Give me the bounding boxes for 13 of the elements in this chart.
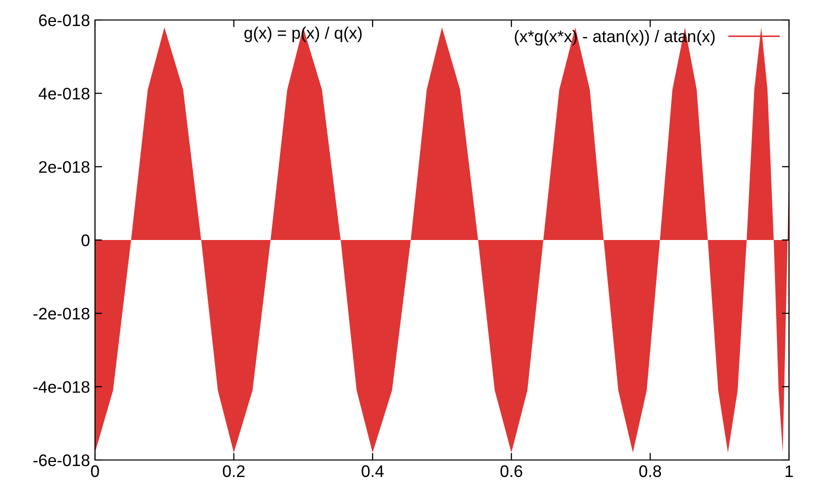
x-tick-label: 0.2 <box>222 465 245 478</box>
y-tick-label: 0 <box>82 234 90 246</box>
x-tick-label: 1 <box>786 465 793 477</box>
y-tick-label: 6e-018 <box>39 14 90 26</box>
y-tick-label: -6e-018 <box>33 454 90 466</box>
y-tick-label: -4e-018 <box>33 381 90 393</box>
x-tick-label: 0.4 <box>362 465 384 478</box>
x-tick-label: 0.6 <box>500 465 522 478</box>
y-tick-label: 2e-018 <box>39 161 90 173</box>
y-tick-label: -2e-018 <box>33 308 90 320</box>
x-tick-label: 0.8 <box>639 465 662 478</box>
x-tick-label: 0 <box>91 465 99 478</box>
y-tick-label: 4e-018 <box>38 88 90 100</box>
